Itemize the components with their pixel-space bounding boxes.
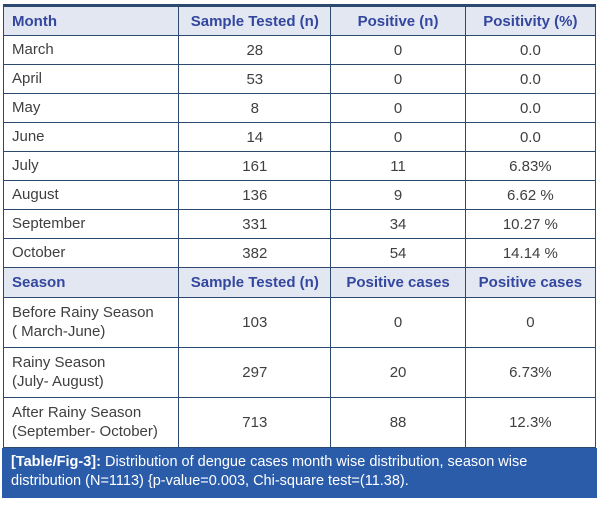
table-row-may: May 8 0 0.0 bbox=[2, 93, 597, 123]
cell-month: September bbox=[2, 209, 180, 239]
month-header-row: Month Sample Tested (n) Positive (n) Pos… bbox=[2, 5, 597, 36]
cell-month: March bbox=[2, 35, 180, 65]
cell-positive: 20 bbox=[330, 347, 466, 398]
cell-positivity: 0 bbox=[464, 297, 597, 348]
cell-sample-tested: 14 bbox=[178, 122, 332, 152]
table-row-april: April 53 0 0.0 bbox=[2, 64, 597, 94]
cell-month: July bbox=[2, 151, 180, 181]
cell-positive: 0 bbox=[330, 122, 466, 152]
cell-month: April bbox=[2, 64, 180, 94]
figure-caption-label: [Table/Fig-3]: bbox=[11, 454, 101, 470]
header-season-sample-tested: Sample Tested (n) bbox=[178, 267, 332, 298]
header-season-positive-cases-1: Positive cases bbox=[330, 267, 466, 298]
cell-sample-tested: 103 bbox=[178, 297, 332, 348]
dengue-distribution-table: Month Sample Tested (n) Positive (n) Pos… bbox=[2, 4, 597, 448]
table-row-october: October 382 54 14.14 % bbox=[2, 238, 597, 268]
table-row-july: July 161 11 6.83% bbox=[2, 151, 597, 181]
cell-month: October bbox=[2, 238, 180, 268]
header-positivity-pct: Positivity (%) bbox=[464, 5, 597, 36]
cell-season: After Rainy Season (September- October) bbox=[2, 397, 180, 448]
cell-sample-tested: 28 bbox=[178, 35, 332, 65]
table-row-march: March 28 0 0.0 bbox=[2, 35, 597, 65]
cell-positivity: 12.3% bbox=[464, 397, 597, 448]
cell-season: Before Rainy Season ( March-June) bbox=[2, 297, 180, 348]
cell-sample-tested: 161 bbox=[178, 151, 332, 181]
header-sample-tested: Sample Tested (n) bbox=[178, 5, 332, 36]
cell-positive: 0 bbox=[330, 64, 466, 94]
cell-sample-tested: 136 bbox=[178, 180, 332, 210]
table-row-june: June 14 0 0.0 bbox=[2, 122, 597, 152]
cell-positivity: 0.0 bbox=[464, 122, 597, 152]
cell-sample-tested: 8 bbox=[178, 93, 332, 123]
cell-month: August bbox=[2, 180, 180, 210]
cell-positive: 0 bbox=[330, 93, 466, 123]
table-row-after-rainy: After Rainy Season (September- October) … bbox=[2, 397, 597, 448]
cell-positivity: 6.73% bbox=[464, 347, 597, 398]
cell-positivity: 6.62 % bbox=[464, 180, 597, 210]
cell-positive: 88 bbox=[330, 397, 466, 448]
cell-sample-tested: 331 bbox=[178, 209, 332, 239]
cell-sample-tested: 382 bbox=[178, 238, 332, 268]
table-row-august: August 136 9 6.62 % bbox=[2, 180, 597, 210]
cell-month: May bbox=[2, 93, 180, 123]
cell-positivity: 14.14 % bbox=[464, 238, 597, 268]
cell-sample-tested: 713 bbox=[178, 397, 332, 448]
cell-positive: 54 bbox=[330, 238, 466, 268]
cell-month: June bbox=[2, 122, 180, 152]
cell-positive: 34 bbox=[330, 209, 466, 239]
cell-positive: 0 bbox=[330, 297, 466, 348]
header-month: Month bbox=[2, 5, 180, 36]
table-row-rainy: Rainy Season (July- August) 297 20 6.73% bbox=[2, 347, 597, 398]
cell-positivity: 10.27 % bbox=[464, 209, 597, 239]
header-positive-n: Positive (n) bbox=[330, 5, 466, 36]
cell-positivity: 0.0 bbox=[464, 35, 597, 65]
table-row-before-rainy: Before Rainy Season ( March-June) 103 0 … bbox=[2, 297, 597, 348]
header-season-positive-cases-2: Positive cases bbox=[464, 267, 597, 298]
figure-caption: [Table/Fig-3]: Distribution of dengue ca… bbox=[2, 448, 597, 499]
cell-positivity: 0.0 bbox=[464, 93, 597, 123]
cell-positivity: 0.0 bbox=[464, 64, 597, 94]
cell-positivity: 6.83% bbox=[464, 151, 597, 181]
cell-positive: 9 bbox=[330, 180, 466, 210]
cell-positive: 0 bbox=[330, 35, 466, 65]
cell-season: Rainy Season (July- August) bbox=[2, 347, 180, 398]
header-season: Season bbox=[2, 267, 180, 298]
figure-caption-text: Distribution of dengue cases month wise … bbox=[11, 454, 528, 490]
season-header-row: Season Sample Tested (n) Positive cases … bbox=[2, 267, 597, 298]
cell-sample-tested: 53 bbox=[178, 64, 332, 94]
cell-sample-tested: 297 bbox=[178, 347, 332, 398]
cell-positive: 11 bbox=[330, 151, 466, 181]
table-row-september: September 331 34 10.27 % bbox=[2, 209, 597, 239]
